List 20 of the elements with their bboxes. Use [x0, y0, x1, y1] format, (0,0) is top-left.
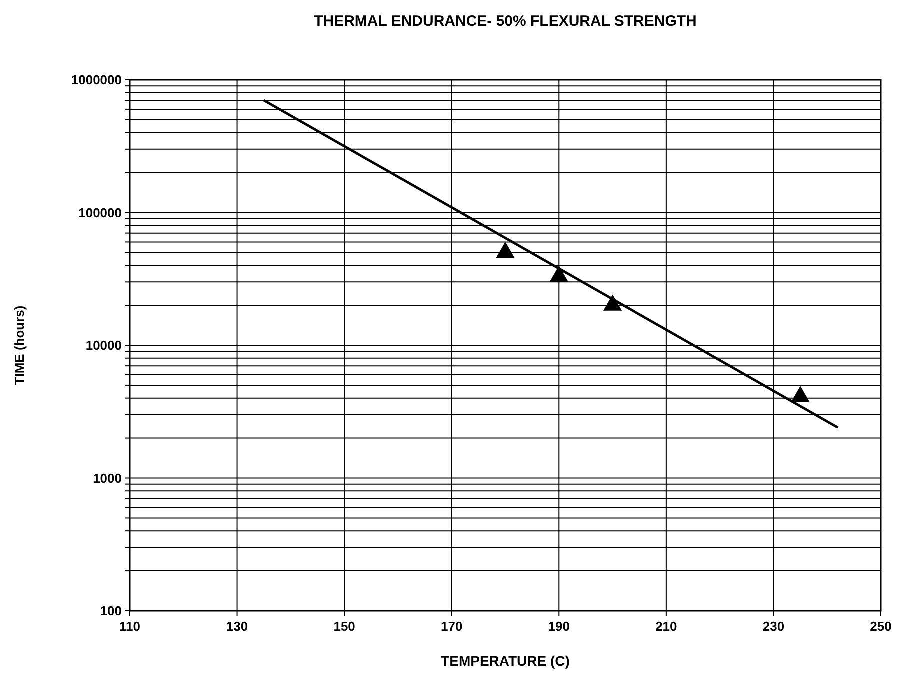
y-axis-title: TIME (hours) — [12, 306, 27, 386]
y-tick-label: 100000 — [78, 205, 122, 220]
y-tick-label: 1000000 — [71, 72, 122, 88]
x-tick-label: 150 — [334, 619, 356, 634]
x-tick-label: 210 — [656, 619, 678, 634]
y-tick-label: 1000 — [93, 470, 122, 486]
x-axis-title: TEMPERATURE (C) — [441, 653, 570, 669]
x-tick-label: 250 — [870, 619, 892, 634]
x-tick-label: 130 — [226, 619, 248, 634]
x-tick-label: 190 — [548, 619, 570, 634]
y-tick-label: 100 — [100, 604, 122, 619]
point — [791, 386, 810, 402]
point — [603, 294, 622, 311]
chart-title: THERMAL ENDURANCE- 50% FLEXURAL STRENGTH — [314, 13, 697, 30]
y-tick-label: 10000 — [86, 338, 122, 354]
point — [550, 266, 568, 282]
x-tick-label: 230 — [762, 619, 785, 634]
x-tick-label: 110 — [120, 619, 140, 634]
point — [496, 242, 515, 258]
x-tick-label: 170 — [441, 619, 463, 634]
